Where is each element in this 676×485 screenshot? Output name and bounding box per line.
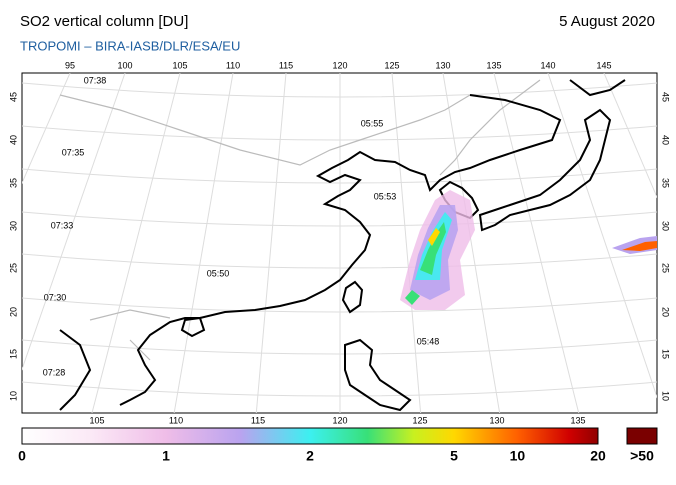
plume-east-core: [622, 241, 657, 251]
lat-label: 25: [661, 263, 671, 273]
colorbar-ticks: 0 1 2 5 10 20: [18, 448, 606, 464]
graticule-line: [255, 73, 287, 413]
lat-label: 15: [8, 349, 18, 359]
lon-label: 140: [540, 60, 555, 70]
colorbar-tick-label: 10: [510, 448, 526, 464]
graticule-line: [22, 297, 657, 313]
coastline: [569, 79, 626, 97]
lat-label: 10: [661, 391, 671, 401]
graticule-line: [91, 73, 181, 413]
border: [89, 309, 171, 361]
lon-label: 135: [486, 60, 501, 70]
lon-label: 125: [384, 60, 399, 70]
lat-label: 15: [661, 349, 671, 359]
lon-label: 95: [65, 60, 75, 70]
coastline: [341, 280, 364, 314]
graticule: [22, 73, 657, 413]
graticule-line: [22, 73, 71, 185]
graticule-line: [547, 73, 657, 399]
orbit-time: 05:50: [207, 268, 230, 278]
colorbar-scale: [21, 427, 599, 445]
coastline: [478, 108, 612, 232]
graticule-line: [22, 211, 657, 227]
lon-label: 130: [435, 60, 450, 70]
lon-label: 135: [570, 415, 585, 425]
orbit-time: 07:28: [43, 367, 66, 377]
coastlines: [59, 79, 626, 412]
graticule-line: [603, 73, 657, 199]
orbit-time: 07:35: [62, 147, 85, 157]
colorbar-tick-label: 20: [590, 448, 606, 464]
subtitle: TROPOMI – BIRA-IASB/DLR/ESA/EU: [20, 38, 240, 53]
map: 95 100 105 110 115 120 125 130 135 140 145 105 110 11…: [8, 60, 670, 425]
lat-label: 35: [661, 178, 671, 188]
lat-label: 35: [8, 178, 18, 188]
lon-label: 100: [117, 60, 132, 70]
lon-label: 110: [169, 415, 183, 425]
orbit-time: 05:48: [417, 336, 440, 346]
graticule-line: [173, 73, 234, 413]
date: 5 August 2020: [559, 13, 655, 30]
lon-label: 105: [89, 415, 104, 425]
orbit-time: 05:55: [361, 118, 384, 128]
graticule-line: [22, 82, 657, 98]
graticule-line: [493, 73, 580, 413]
colorbar-tick-label: 1: [162, 448, 170, 464]
lat-label: 30: [8, 221, 18, 231]
so2-plume: [400, 190, 657, 310]
plume-green: [405, 290, 420, 305]
lon-label: 115: [279, 60, 293, 70]
colorbar-tick-label: 2: [306, 448, 314, 464]
lat-label: 30: [661, 221, 671, 231]
lat-label: 45: [661, 92, 671, 102]
colorbar-tick-label: 0: [18, 448, 26, 464]
graticule-line: [22, 125, 657, 141]
lat-label: 25: [8, 263, 18, 273]
lon-label: 130: [489, 415, 504, 425]
colorbar-overflow-label: >50: [630, 448, 654, 464]
coastline: [344, 338, 412, 412]
border: [439, 79, 541, 176]
lat-label: 45: [8, 92, 18, 102]
lon-label: 120: [332, 415, 347, 425]
lat-label: 20: [661, 307, 671, 317]
lat-label: 40: [8, 135, 18, 145]
coastline: [59, 329, 92, 411]
colorbar-tick-label: 5: [450, 448, 458, 464]
graticule-line: [22, 168, 657, 184]
graticule-line: [391, 73, 422, 413]
graticule-line: [22, 339, 657, 355]
coastline: [119, 94, 562, 406]
border: [59, 94, 471, 166]
lat-label: 10: [8, 391, 18, 401]
borders: [59, 79, 541, 361]
orbit-time: 07:38: [84, 75, 107, 85]
colorbar: 0 1 2 5 10 20 >50: [18, 427, 658, 464]
colorbar-overflow: [626, 427, 658, 445]
lon-label: 120: [332, 60, 347, 70]
orbit-time: 05:53: [374, 191, 397, 201]
title: SO2 vertical column [DU]: [20, 13, 188, 30]
lon-label: 105: [172, 60, 187, 70]
map-labels: 95 100 105 110 115 120 125 130 135 140 145 105 110 11…: [8, 60, 670, 425]
graticule-line: [442, 73, 501, 413]
plume-green: [420, 222, 446, 275]
plume-yellow: [428, 228, 440, 246]
coastline: [180, 316, 206, 338]
orbit-time: 07:30: [44, 292, 67, 302]
graticule-line: [22, 73, 126, 371]
lon-label: 125: [412, 415, 427, 425]
lat-label: 40: [661, 135, 671, 145]
graticule-line: [22, 253, 657, 269]
lon-label: 145: [596, 60, 611, 70]
lon-label: 110: [226, 60, 240, 70]
graticule-line: [22, 381, 657, 397]
lat-label: 20: [8, 307, 18, 317]
lon-label: 115: [251, 415, 265, 425]
orbit-time: 07:33: [51, 220, 74, 230]
